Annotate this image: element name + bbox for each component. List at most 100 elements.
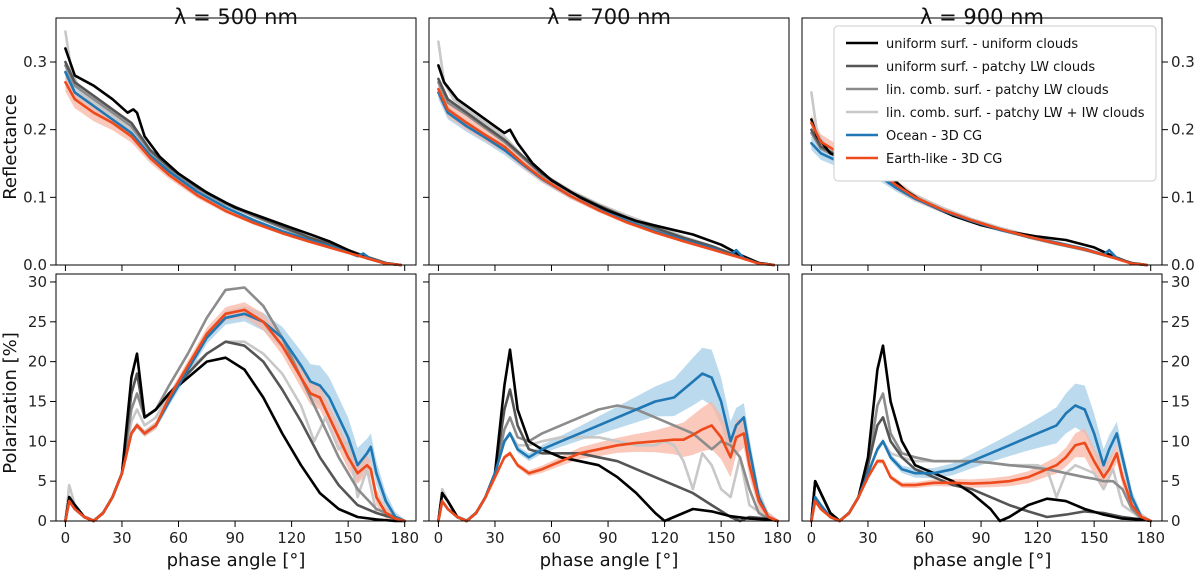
line-s2-polarization-500nm xyxy=(64,340,407,523)
axis-ticks: 0.00.10.20.30 30 60 90 120 150 180051015202530… xyxy=(23,53,1195,547)
line-ocean-reflectance-700nm xyxy=(437,91,776,267)
y-tick-label: 25 xyxy=(28,313,47,331)
y-tick-label: 25 xyxy=(1171,313,1190,331)
band-ocean-reflectance-0 xyxy=(65,65,401,266)
legend-label-s3: lin. comb. surf. - patchy LW clouds xyxy=(886,83,1109,98)
x-tick-label: 90 xyxy=(599,529,618,547)
x-tick-label: 120 xyxy=(277,529,306,547)
x-tick-label: 0 xyxy=(434,529,444,547)
x-tick-label: 60 xyxy=(915,529,934,547)
panel-frames xyxy=(55,17,1163,522)
line-earth-reflectance-700nm xyxy=(437,87,776,267)
band-ocean-reflectance-1 xyxy=(438,85,774,265)
y-tick-label: 20 xyxy=(1171,353,1190,371)
xlabel-900nm: phase angle [°] xyxy=(913,550,1052,571)
panel-frame-reflectance-2 xyxy=(801,17,1163,266)
x-tick-label: 0 xyxy=(61,529,71,547)
line-s4-reflectance-700nm xyxy=(437,40,776,267)
ticks-polarization-1: 0 30 60 90 120 150 180 xyxy=(423,281,792,547)
y-tick-label: 0 xyxy=(1171,512,1181,530)
line-s4-polarization-500nm xyxy=(64,340,407,523)
ticks-polarization-2: 0 30 60 90 120 150 180 0 5 10 15 20 25 30 xyxy=(807,273,1190,547)
ticks-reflectance-2: 0.0 0.1 0.2 0.3 xyxy=(810,53,1195,274)
y-tick-label: 30 xyxy=(1171,273,1190,291)
x-tick-label: 30 xyxy=(858,529,877,547)
panel-frame-polarization-2 xyxy=(801,273,1163,522)
x-tick-label: 180 xyxy=(390,529,419,547)
ticks-reflectance-0: 0.0 0.1 0.2 0.3 xyxy=(23,53,406,274)
line-s2-reflectance-500nm xyxy=(64,60,403,267)
ylabel-reflectance: Reflectance xyxy=(0,94,21,200)
y-tick-label: 0 xyxy=(37,512,47,530)
x-tick-label: 90 xyxy=(226,529,245,547)
line-ocean-reflectance-500nm xyxy=(64,70,403,267)
x-tick-label: 150 xyxy=(707,529,736,547)
line-earth-polarization-700nm xyxy=(437,424,780,523)
legend-label-s1: uniform surf. - uniform clouds xyxy=(886,37,1078,52)
y-tick-label: 15 xyxy=(28,392,47,410)
ticks-reflectance-1 xyxy=(423,61,779,271)
line-s4-reflectance-500nm xyxy=(64,30,403,267)
line-earth-reflectance-500nm xyxy=(64,81,403,267)
band-earth-polarization-2 xyxy=(811,428,1151,521)
y-tick-label: 0.2 xyxy=(1171,121,1195,139)
y-tick-label: 0.0 xyxy=(23,256,47,274)
y-tick-label: 0.1 xyxy=(1171,188,1195,206)
x-tick-label: 30 xyxy=(485,529,504,547)
legend-label-ocean: Ocean - 3D CG xyxy=(886,129,982,144)
x-tick-label: 180 xyxy=(763,529,792,547)
title-700nm: λ = 700 nm xyxy=(547,5,671,29)
x-tick-label: 60 xyxy=(542,529,561,547)
x-tick-label: 120 xyxy=(650,529,679,547)
band-ocean-polarization-1 xyxy=(438,347,778,521)
line-s3-reflectance-700nm xyxy=(437,81,776,267)
y-tick-label: 5 xyxy=(37,472,47,490)
band-earth-polarization-1 xyxy=(438,401,778,521)
x-tick-label: 30 xyxy=(112,529,131,547)
line-s1-reflectance-500nm xyxy=(64,47,403,267)
line-earth-polarization-500nm xyxy=(64,308,407,523)
legend-box xyxy=(833,25,1157,182)
band-ocean-polarization-2 xyxy=(811,383,1151,521)
ticks-polarization-0: 0 30 60 90 120 150 180 0 5 10 15 20 25 30 xyxy=(28,273,419,547)
title-500nm: λ = 500 nm xyxy=(174,5,298,29)
y-tick-label: 0.1 xyxy=(23,188,47,206)
panel-frame-reflectance-1 xyxy=(428,17,790,266)
y-tick-label: 0.2 xyxy=(23,121,47,139)
legend-label-s2: uniform surf. - patchy LW clouds xyxy=(886,60,1095,75)
legend-label-s4: lin. comb. surf. - patchy LW + IW clouds xyxy=(886,106,1145,121)
panel-frame-polarization-1 xyxy=(428,273,790,522)
y-tick-label: 0.3 xyxy=(23,53,47,71)
x-tick-label: 60 xyxy=(169,529,188,547)
title-900nm: λ = 900 nm xyxy=(920,5,1044,29)
line-s1-polarization-900nm xyxy=(810,344,1152,523)
y-tick-label: 0.3 xyxy=(1171,53,1195,71)
xlabel-700nm: phase angle [°] xyxy=(540,550,679,571)
line-s3-reflectance-500nm xyxy=(64,64,403,267)
y-tick-label: 15 xyxy=(1171,392,1190,410)
line-s1-reflectance-700nm xyxy=(437,64,776,267)
x-tick-label: 0 xyxy=(807,529,817,547)
y-tick-label: 10 xyxy=(1171,432,1190,450)
x-tick-label: 150 xyxy=(334,529,363,547)
band-earth-reflectance-1 xyxy=(438,80,774,266)
xlabel-500nm: phase angle [°] xyxy=(167,550,306,571)
line-s2-reflectance-700nm xyxy=(437,77,776,267)
ylabel-polarization: Polarization [%] xyxy=(0,332,21,474)
x-tick-label: 120 xyxy=(1023,529,1052,547)
panel-frame-reflectance-0 xyxy=(55,17,417,266)
x-tick-label: 90 xyxy=(972,529,991,547)
y-tick-label: 0.0 xyxy=(1171,256,1195,274)
legend: uniform surf. - uniform clouds uniform s… xyxy=(833,25,1157,182)
legend-label-earth: Earth-like - 3D CG xyxy=(886,152,1002,167)
y-tick-label: 5 xyxy=(1171,472,1181,490)
y-tick-label: 20 xyxy=(28,353,47,371)
x-tick-label: 180 xyxy=(1136,529,1165,547)
series-lines xyxy=(64,30,1152,523)
panel-frame-polarization-0 xyxy=(55,273,417,522)
x-tick-label: 150 xyxy=(1080,529,1109,547)
y-tick-label: 10 xyxy=(28,432,47,450)
y-tick-label: 30 xyxy=(28,273,47,291)
line-earth-polarization-900nm xyxy=(810,441,1152,523)
